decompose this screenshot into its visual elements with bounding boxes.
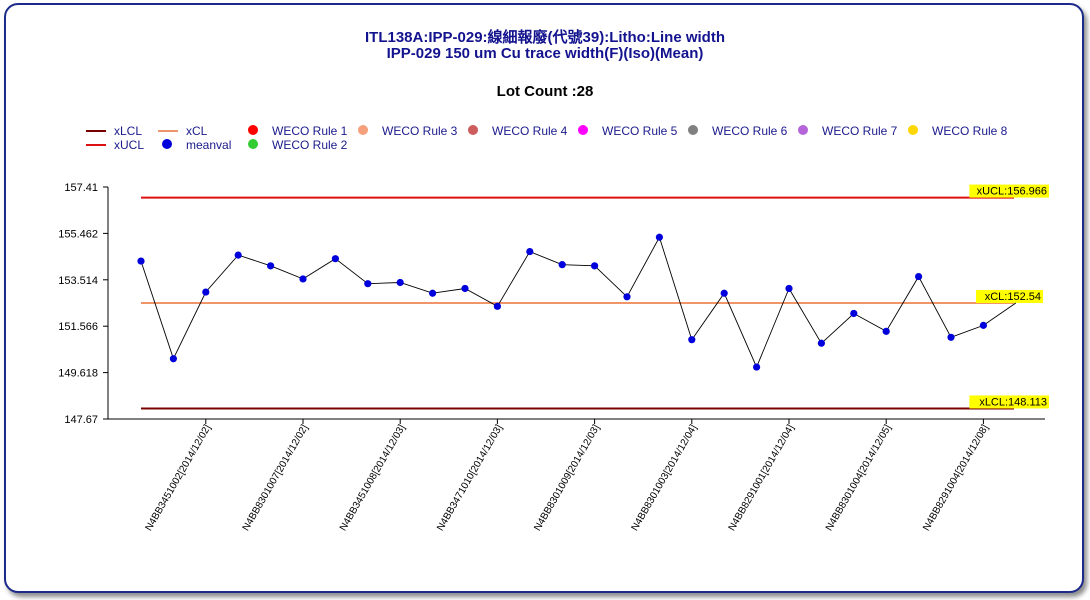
meanval-point [947, 333, 955, 341]
x-tick-label: N4BB3471010[2014/12/03] [435, 423, 505, 533]
y-tick-label: 153.514 [58, 275, 98, 287]
limit-label-lcl: xLCL:148.113 [979, 396, 1047, 408]
meanval-point [785, 284, 793, 293]
meanval-point [817, 339, 826, 347]
meanval-point [623, 293, 631, 301]
meanval-point [493, 302, 501, 310]
meanval-point [591, 262, 599, 270]
x-tick-label: N4BB8301003[2014/12/04] [630, 423, 700, 533]
meanval-point [267, 262, 275, 270]
meanval-point [429, 289, 437, 297]
chart-title-line1: ITL138A:IPP-029:線細報廢(代號39):Litho:Line wi… [364, 29, 725, 46]
meanval-line [140, 236, 1017, 369]
legend-label: WECO Rule 4 [492, 124, 568, 138]
meanval-point [850, 309, 858, 318]
x-tick-label: N4BB8291004[2014/12/08] [921, 423, 991, 533]
meanval-point [299, 275, 307, 283]
y-tick-label: 155.462 [58, 228, 98, 240]
legend-label: WECO Rule 7 [822, 124, 898, 138]
meanval-point [558, 261, 566, 269]
limit-label-ucl: xUCL:156.966 [977, 186, 1047, 198]
chart-frame [4, 3, 1084, 593]
legend-swatch [86, 144, 106, 146]
legend-label: xLCL [114, 124, 143, 138]
legend-swatch [248, 125, 258, 135]
legend-swatch [158, 130, 178, 132]
legend-swatch [688, 125, 698, 135]
meanval-point [655, 233, 664, 241]
y-tick-label: 149.618 [58, 368, 98, 380]
legend-swatch [358, 125, 368, 135]
legend-swatch [908, 125, 918, 135]
limit-label-bg [969, 184, 1049, 198]
meanval-point [979, 321, 988, 329]
legend-label: WECO Rule 8 [932, 124, 1008, 138]
meanval-point [169, 355, 177, 363]
y-tick-label: 151.566 [58, 321, 98, 333]
meanval-point [331, 255, 339, 263]
lot-count-subtitle: Lot Count :28 [496, 83, 594, 100]
legend-swatch [248, 139, 258, 149]
meanval-point [234, 251, 242, 259]
meanval-point [364, 280, 372, 288]
y-tick-label: 147.67 [64, 414, 98, 426]
y-tick-label: 157.41 [64, 182, 98, 194]
legend-swatch [86, 130, 106, 132]
meanval-point [396, 278, 404, 287]
meanval-point [753, 363, 761, 371]
legend-swatch [162, 139, 172, 149]
limit-label-bg [976, 290, 1043, 303]
legend-swatch [578, 125, 588, 135]
meanval-point [137, 257, 145, 265]
meanval-point [882, 327, 890, 335]
meanval-point [461, 284, 469, 293]
legend-label: WECO Rule 3 [382, 124, 458, 138]
legend-swatch [468, 125, 478, 135]
x-tick-label: N4BB8301004[2014/12/05] [824, 423, 894, 533]
legend-swatch [798, 125, 808, 135]
legend-label: WECO Rule 1 [272, 124, 348, 138]
legend-label: xUCL [114, 138, 145, 152]
meanval-point [526, 247, 534, 256]
meanval-point [720, 289, 728, 297]
limit-label-bg [969, 395, 1049, 409]
limit-label-cl: xCL:152.54 [985, 291, 1041, 303]
x-tick-label: N4BB8291001[2014/12/04] [727, 423, 797, 533]
chart-title-line2: IPP-029 150 um Cu trace width(F)(Iso)(Me… [386, 45, 704, 62]
x-tick-label: N4BB3451008[2014/12/03] [338, 423, 408, 533]
meanval-point [915, 272, 923, 281]
legend-label: WECO Rule 2 [272, 138, 348, 152]
x-tick-label: N4BB8301009[2014/12/03] [532, 423, 602, 533]
legend-label: xCL [186, 124, 208, 138]
legend-label: WECO Rule 6 [712, 124, 788, 138]
meanval-point [202, 288, 210, 296]
legend-label: WECO Rule 5 [602, 124, 678, 138]
x-tick-label: N4BB3451002[2014/12/02] [144, 423, 214, 533]
meanval-point [688, 336, 696, 344]
legend-label: meanval [186, 138, 232, 152]
x-tick-label: N4BB8301007[2014/12/02] [241, 423, 311, 533]
